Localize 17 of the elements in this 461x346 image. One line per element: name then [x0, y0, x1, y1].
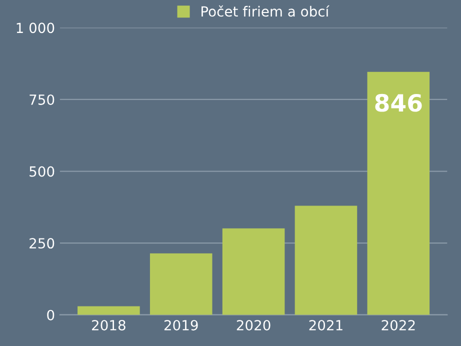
bar: [78, 306, 140, 315]
data-label: 846: [375, 94, 422, 112]
x-tick-label: 2019: [164, 320, 198, 330]
y-tick-label: 1 000: [16, 22, 54, 34]
legend-label: Počet firiem a obcí: [202, 5, 330, 17]
bar: [150, 253, 212, 315]
bar: [294, 206, 358, 315]
bar: [222, 228, 285, 315]
y-tick-label: 500: [30, 166, 54, 177]
bar: [367, 72, 430, 315]
x-tick-label: 2022: [382, 320, 415, 330]
y-tick-label: 750: [30, 94, 54, 105]
y-tick-label: 0: [47, 310, 54, 320]
x-tick-label: 2018: [92, 320, 126, 330]
y-tick-label: 250: [30, 238, 54, 249]
x-tick-label: 2021: [309, 320, 342, 330]
x-tick-label: 2020: [236, 320, 270, 330]
